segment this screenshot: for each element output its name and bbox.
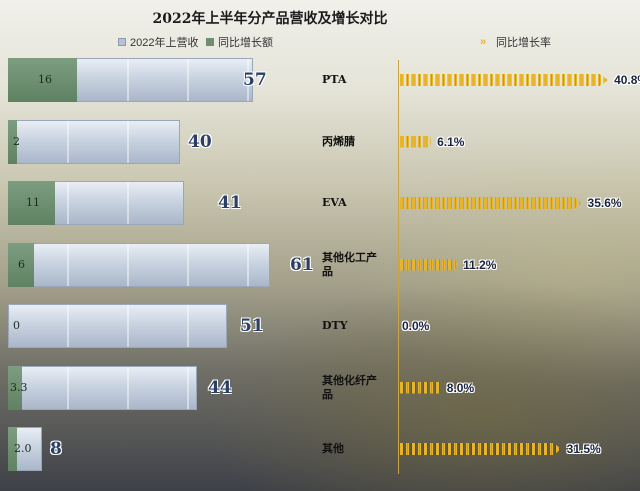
legend-increase-swatch (206, 38, 214, 46)
increase-bar-3 (8, 242, 34, 287)
revenue-label-2: 41 (218, 193, 242, 213)
revenue-bar-5 (8, 365, 198, 410)
increase-label-2: 11 (26, 196, 40, 209)
rate-label-4: 0.0% (402, 319, 430, 333)
rate-arrow-0 (400, 74, 609, 86)
rate-arrow-2 (400, 197, 582, 209)
revenue-label-1: 40 (188, 131, 212, 152)
rate-label-5: 8.0% (446, 380, 475, 395)
revenue-bar-1 (8, 119, 180, 164)
rate-label-0: 40.8% (614, 73, 640, 87)
category-label-6: 其他 (322, 442, 344, 455)
category-label-4: DTY (322, 319, 348, 332)
legend-revenue-swatch (118, 38, 126, 46)
legend-increase: 同比增长额 (206, 34, 273, 50)
revenue-bar-3 (8, 242, 271, 287)
rate-axis-line (398, 60, 399, 474)
rate-arrow-1 (400, 135, 432, 148)
category-label-3: 其他化工产品 (322, 250, 377, 278)
legend-increase-label: 同比增长额 (218, 37, 273, 49)
rate-arrow-3 (400, 258, 458, 271)
increase-bar-6 (8, 427, 17, 471)
rate-arrow-6 (400, 443, 561, 455)
revenue-bar-4 (8, 304, 228, 348)
increase-label-6: 2.0 (14, 442, 32, 455)
increase-label-4: 0 (13, 319, 20, 332)
category-label-0: PTA (322, 73, 347, 86)
legend-rate: » 同比增长率 (480, 34, 551, 50)
chart-title: 2022年上半年分产品营收及增长对比 (152, 11, 388, 27)
increase-label-3: 6 (18, 257, 25, 271)
revenue-label-0: 57 (243, 70, 267, 90)
rate-label-1: 6.1% (437, 134, 465, 149)
rate-label-6: 31.5% (566, 442, 601, 456)
revenue-label-5: 44 (208, 377, 232, 398)
increase-label-0: 16 (38, 73, 52, 86)
category-label-1: 丙烯腈 (322, 134, 355, 148)
increase-label-1: 2 (13, 134, 20, 148)
rate-arrow-5 (400, 381, 441, 394)
legend-revenue-label: 2022年上营收 (130, 37, 199, 49)
rate-label-2: 35.6% (587, 196, 622, 210)
category-label-2: EVA (322, 196, 347, 209)
rate-label-3: 11.2% (463, 257, 497, 272)
increase-label-5: 3.3 (10, 380, 28, 394)
increase-bar-0 (8, 58, 77, 102)
category-label-5: 其他化纤产品 (322, 373, 377, 401)
legend-revenue: 2022年上营收 (118, 34, 198, 50)
legend-rate-label: 同比增长率 (496, 37, 551, 49)
legend-rate-icon: » (480, 36, 487, 48)
increase-bar-2 (8, 181, 56, 225)
increase-bar-1 (8, 119, 17, 164)
revenue-label-4: 51 (240, 316, 264, 336)
revenue-label-6: 8 (50, 439, 62, 459)
revenue-label-3: 61 (290, 254, 314, 275)
increase-bar-5 (8, 365, 23, 410)
